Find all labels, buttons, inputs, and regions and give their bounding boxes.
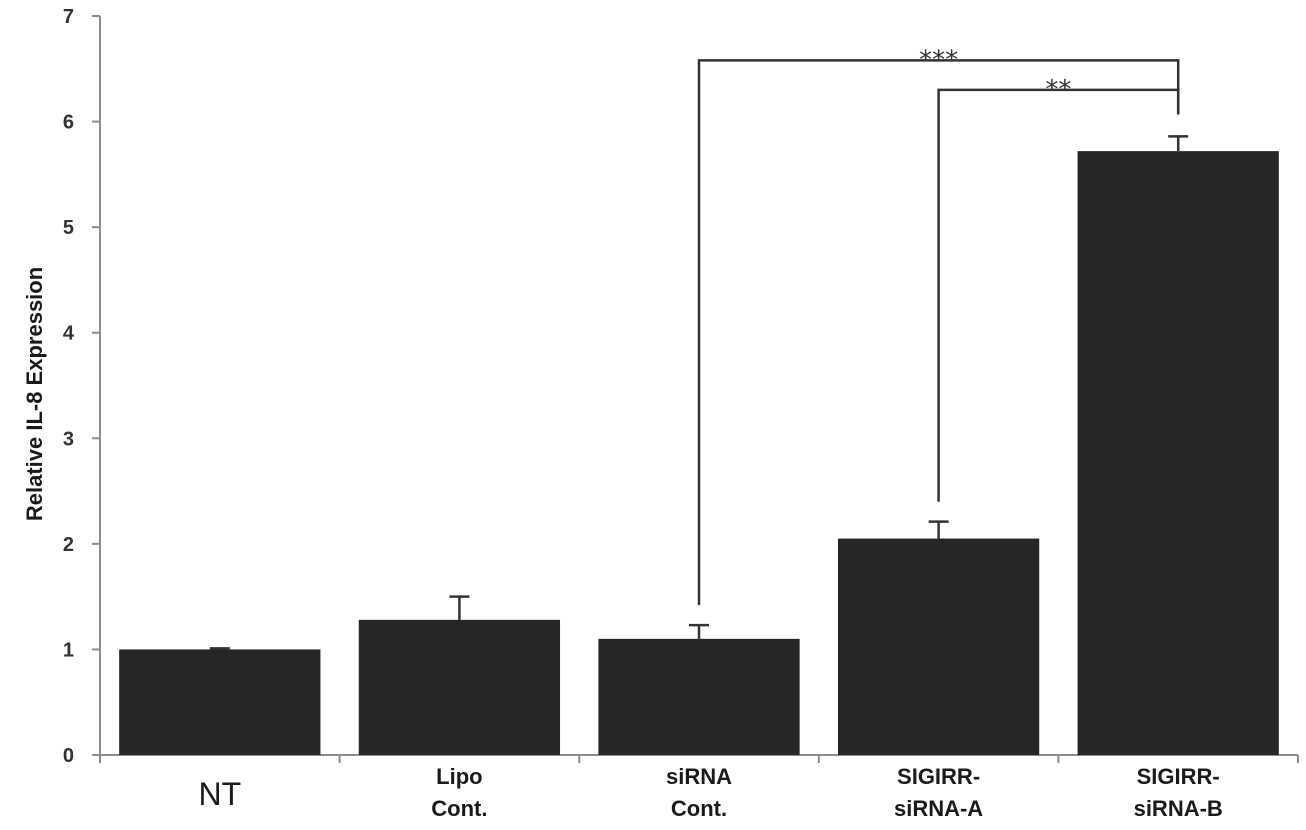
x-tick-label: SIGIRR-siRNA-B — [1134, 764, 1223, 821]
y-tick-label: 3 — [63, 428, 74, 450]
x-tick-label-line: Lipo — [436, 764, 482, 789]
x-tick-label: Lipo Cont. — [431, 764, 487, 821]
bars — [119, 151, 1279, 756]
x-tick-label-line: SIGIRR- — [1137, 764, 1220, 789]
y-tick-label: 6 — [63, 112, 74, 134]
y-tick-label: 0 — [63, 745, 74, 767]
x-tick-label-line: NT — [198, 776, 241, 812]
x-tick-label-line: SIGIRR- — [897, 764, 980, 789]
bar — [837, 538, 1040, 755]
significance-bracket — [937, 88, 1180, 502]
significance-label: *** — [919, 45, 958, 75]
y-axis: 0 1 2 3 4 5 6 7 — [63, 6, 101, 767]
bar — [358, 619, 561, 755]
significance-brackets: ***** — [697, 45, 1180, 606]
y-axis-label: Relative IL-8 Expression — [22, 267, 47, 521]
x-tick-label-line: Cont. — [671, 796, 727, 821]
error-bars — [209, 135, 1189, 650]
x-tick-label-line: Cont. — [431, 796, 487, 821]
y-tick-label: 7 — [63, 6, 74, 28]
x-tick-label-line: siRNA-A — [894, 796, 983, 821]
x-tick-label: SIGIRR-siRNA-A — [894, 764, 983, 821]
y-tick-label: 5 — [63, 217, 74, 239]
bar — [598, 638, 800, 755]
significance-label: ** — [1045, 75, 1071, 105]
y-tick-label: 2 — [63, 534, 74, 556]
x-tick-label-line: siRNA — [666, 764, 732, 789]
bar — [119, 649, 321, 755]
bar — [1077, 151, 1279, 756]
x-tick-label: NT — [198, 776, 241, 812]
x-tick-label-line: siRNA-B — [1134, 796, 1223, 821]
x-axis: NT Lipo Cont.siRNA Cont.SIGIRR-siRNA-ASIGIR… — [99, 754, 1299, 821]
y-tick-label: 4 — [63, 323, 75, 345]
significance-bracket — [697, 59, 1180, 606]
y-tick-label: 1 — [63, 639, 74, 661]
x-tick-label: siRNA Cont. — [666, 764, 732, 821]
